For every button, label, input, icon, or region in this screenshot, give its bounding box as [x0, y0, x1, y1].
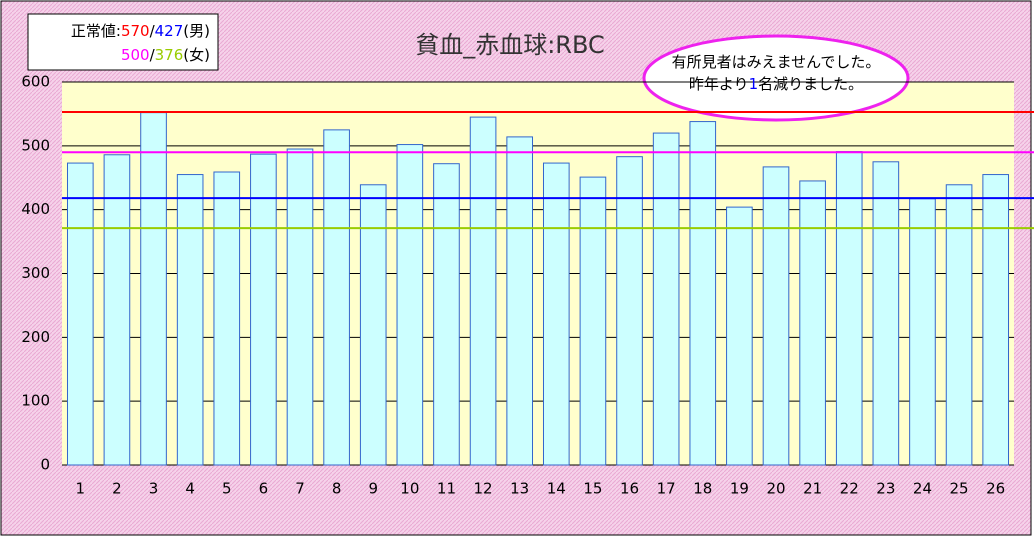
- bar: [286, 148, 314, 466]
- legend-text-part: 正常値:: [71, 22, 121, 40]
- bar: [359, 184, 387, 466]
- bar: [140, 112, 167, 466]
- bar: [982, 174, 1010, 466]
- y-tick-label: 0: [40, 456, 50, 474]
- x-tick-label: 7: [295, 480, 305, 498]
- bar: [689, 121, 717, 466]
- bar: [323, 129, 350, 466]
- legend-text-part: /: [150, 46, 156, 64]
- x-tick-label: 24: [913, 480, 932, 498]
- annotation-bubble: [642, 34, 910, 122]
- bar: [213, 171, 241, 466]
- annotation-text-part: 有所見者はみえませんでした。: [672, 53, 881, 71]
- bar: [835, 151, 863, 466]
- annotation-text-part: 昨年より: [689, 75, 749, 93]
- bar: [506, 136, 534, 466]
- bar: [250, 153, 277, 466]
- bar: [726, 206, 753, 466]
- x-tick-label: 10: [400, 480, 419, 498]
- x-tick-label: 12: [474, 480, 493, 498]
- bar: [945, 184, 973, 466]
- bar: [66, 162, 94, 466]
- bar: [652, 132, 680, 466]
- bar: [579, 176, 607, 466]
- annotation-text-part: 名減りました。: [758, 75, 863, 93]
- x-tick-label: 6: [259, 480, 269, 498]
- legend-text: 正常値:570/427(男): [71, 22, 210, 40]
- x-tick-label: 11: [437, 480, 456, 498]
- x-tick-label: 2: [112, 480, 122, 498]
- x-tick-label: 16: [620, 480, 639, 498]
- annotation-text: 有所見者はみえませんでした。: [672, 53, 881, 71]
- x-tick-label: 22: [840, 480, 859, 498]
- x-tick-label: 5: [222, 480, 232, 498]
- x-tick-label: 13: [510, 480, 529, 498]
- legend-text: 500/376(女): [121, 46, 210, 64]
- x-tick-label: 1: [76, 480, 86, 498]
- x-tick-label: 4: [185, 480, 195, 498]
- x-tick-label: 18: [693, 480, 712, 498]
- y-tick-label: 400: [21, 200, 50, 218]
- x-tick-label: 19: [730, 480, 749, 498]
- bar: [909, 198, 936, 466]
- bar: [433, 163, 460, 466]
- y-tick-label: 300: [21, 264, 50, 282]
- legend-text-part: 570: [121, 22, 150, 40]
- bar: [103, 154, 131, 466]
- legend-text-part: /: [150, 22, 156, 40]
- x-tick-label: 9: [368, 480, 378, 498]
- bar: [872, 161, 900, 466]
- annotation-text: 昨年より1名減りました。: [689, 75, 863, 93]
- bar: [469, 116, 497, 466]
- legend-text-part: (男): [183, 22, 210, 40]
- bar: [542, 162, 570, 466]
- legend-text-part: 500: [121, 46, 150, 64]
- y-tick-label: 600: [21, 73, 50, 91]
- x-tick-label: 26: [986, 480, 1005, 498]
- bar: [176, 174, 204, 466]
- legend-text-part: 376: [155, 46, 184, 64]
- x-tick-label: 25: [950, 480, 969, 498]
- x-tick-label: 14: [547, 480, 566, 498]
- legend-text-part: (女): [183, 46, 210, 64]
- x-tick-label: 21: [803, 480, 822, 498]
- y-tick-label: 500: [21, 136, 50, 154]
- annotation-text-part: 1: [749, 75, 759, 93]
- x-tick-label: 3: [149, 480, 159, 498]
- x-tick-label: 15: [583, 480, 602, 498]
- x-tick-label: 20: [766, 480, 785, 498]
- bar: [616, 156, 643, 466]
- legend-text-part: 427: [155, 22, 184, 40]
- bar: [762, 166, 790, 466]
- y-tick-label: 200: [21, 328, 50, 346]
- bar: [799, 180, 826, 466]
- legend-box: [27, 13, 219, 71]
- x-tick-label: 8: [332, 480, 342, 498]
- y-tick-label: 100: [21, 392, 50, 410]
- x-tick-label: 17: [657, 480, 676, 498]
- chart-title: 貧血_赤血球:RBC: [415, 31, 605, 59]
- bar: [396, 144, 424, 466]
- x-tick-label: 23: [876, 480, 895, 498]
